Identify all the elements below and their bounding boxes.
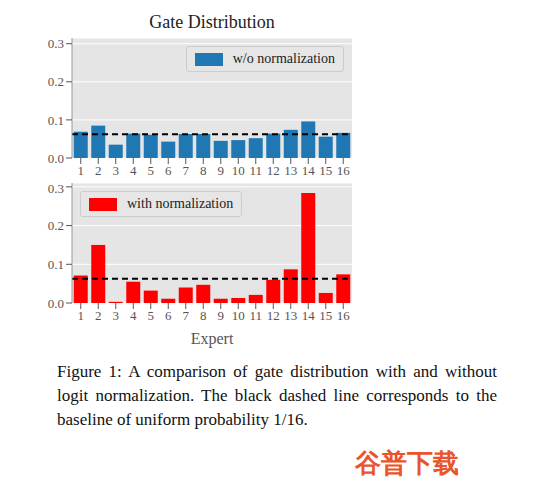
- svg-text:4: 4: [130, 163, 137, 178]
- html-text:Expert: Expert: [190, 330, 234, 347]
- svg-text:5: 5: [148, 308, 155, 323]
- html-text:谷普下载: 谷普下载: [355, 448, 459, 478]
- svg-text:0.0: 0.0: [48, 296, 64, 311]
- svg-text:1: 1: [78, 163, 85, 178]
- svg-text:2: 2: [95, 308, 102, 323]
- svg-text:7: 7: [183, 163, 190, 178]
- svg-text:9: 9: [218, 163, 225, 178]
- svg-text:10: 10: [232, 308, 245, 323]
- svg-text:11: 11: [249, 163, 262, 178]
- svg-text:8: 8: [200, 308, 207, 323]
- svg-text:6: 6: [165, 163, 172, 178]
- html-text:w/o normalization: w/o normalization: [232, 51, 335, 66]
- svg-text:8: 8: [200, 163, 207, 178]
- svg-text:14: 14: [302, 308, 316, 323]
- svg-text:3: 3: [113, 308, 120, 323]
- svg-text:13: 13: [284, 163, 297, 178]
- svg-text:0.1: 0.1: [48, 113, 64, 128]
- svg-text:16: 16: [337, 163, 351, 178]
- svg-text:11: 11: [249, 308, 262, 323]
- svg-text:4: 4: [130, 308, 137, 323]
- svg-text:0.2: 0.2: [48, 218, 64, 233]
- svg-text:0.2: 0.2: [48, 74, 64, 89]
- svg-text:0.3: 0.3: [48, 36, 64, 51]
- svg-text:2: 2: [95, 163, 102, 178]
- html-text:Gate Distribution: Gate Distribution: [149, 12, 275, 32]
- svg-text:10: 10: [232, 163, 245, 178]
- svg-text:1: 1: [78, 308, 85, 323]
- svg-text:0.0: 0.0: [48, 151, 64, 166]
- svg-text:9: 9: [218, 308, 225, 323]
- html-text:with normalization: with normalization: [127, 196, 234, 211]
- svg-text:6: 6: [165, 308, 172, 323]
- svg-text:16: 16: [337, 308, 351, 323]
- svg-text:13: 13: [284, 308, 297, 323]
- svg-text:15: 15: [319, 163, 332, 178]
- svg-text:0.3: 0.3: [48, 181, 64, 196]
- html-text:Figure 1: A comparison of gate: Figure 1: A comparison of gate distribut…: [57, 362, 497, 429]
- svg-text:7: 7: [183, 308, 190, 323]
- svg-text:5: 5: [148, 163, 155, 178]
- svg-text:14: 14: [302, 163, 316, 178]
- svg-text:15: 15: [319, 308, 332, 323]
- svg-text:12: 12: [267, 163, 280, 178]
- svg-text:12: 12: [267, 308, 280, 323]
- svg-text:0.1: 0.1: [48, 257, 64, 272]
- svg-text:3: 3: [113, 163, 120, 178]
